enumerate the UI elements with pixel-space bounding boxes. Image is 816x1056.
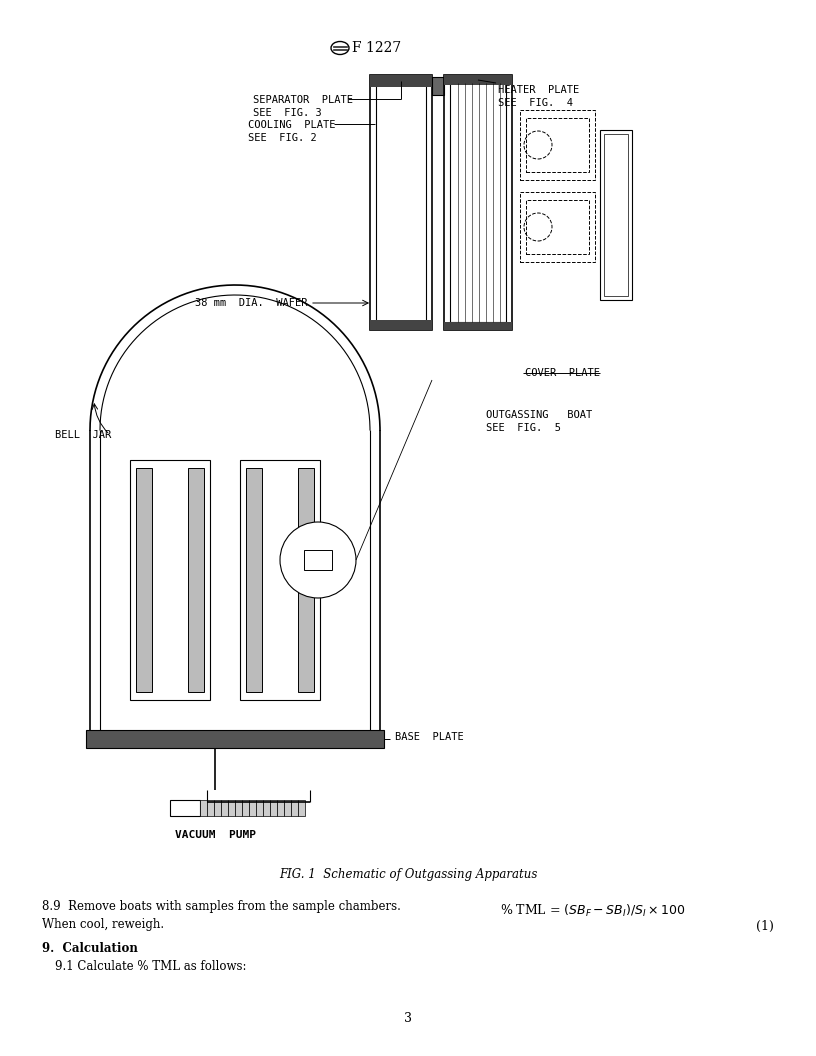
Bar	[242, 800, 249, 816]
Text: FIG. 1  Schematic of Outgassing Apparatus: FIG. 1 Schematic of Outgassing Apparatus	[279, 868, 537, 881]
Text: SEPARATOR  PLATE: SEPARATOR PLATE	[253, 95, 353, 105]
Circle shape	[280, 522, 356, 598]
Bar	[188, 468, 204, 692]
Bar	[526, 200, 589, 254]
Bar	[526, 118, 589, 172]
Text: SEE  FIG.  5: SEE FIG. 5	[486, 423, 561, 433]
Bar	[444, 322, 512, 329]
Text: VACUUM  PUMP: VACUUM PUMP	[175, 830, 256, 840]
Text: 9.  Calculation: 9. Calculation	[42, 942, 138, 955]
Text: HEATER  PLATE: HEATER PLATE	[498, 84, 579, 95]
Bar	[291, 800, 298, 816]
Bar	[450, 83, 506, 322]
Text: BELL  JAR: BELL JAR	[55, 430, 111, 440]
Text: SEE  FIG. 3: SEE FIG. 3	[253, 108, 322, 118]
Text: F 1227: F 1227	[352, 41, 401, 55]
Text: (1): (1)	[756, 920, 774, 934]
Bar	[370, 75, 432, 329]
Text: BASE  PLATE: BASE PLATE	[395, 732, 463, 742]
Bar	[228, 800, 235, 816]
Bar	[136, 468, 152, 692]
Text: COOLING  PLATE: COOLING PLATE	[248, 120, 335, 130]
Bar	[263, 800, 270, 816]
Bar	[249, 800, 256, 816]
Text: COVER  PLATE: COVER PLATE	[525, 367, 600, 378]
Text: 9.1 Calculate % TML as follows:: 9.1 Calculate % TML as follows:	[55, 960, 246, 973]
Bar	[277, 800, 284, 816]
Bar	[246, 468, 262, 692]
Bar	[444, 75, 512, 84]
Bar	[376, 83, 426, 322]
Bar	[520, 192, 595, 262]
Bar	[214, 800, 221, 816]
Bar	[207, 800, 214, 816]
Bar	[221, 800, 228, 816]
Bar	[444, 75, 512, 329]
Bar	[86, 730, 384, 748]
Text: 8.9  Remove boats with samples from the sample chambers.: 8.9 Remove boats with samples from the s…	[42, 900, 401, 913]
Bar	[298, 800, 305, 816]
Text: OUTGASSING   BOAT: OUTGASSING BOAT	[486, 410, 592, 420]
Bar	[520, 110, 595, 180]
Bar	[256, 800, 263, 816]
Bar	[370, 320, 432, 329]
Bar	[284, 800, 291, 816]
Bar	[235, 800, 242, 816]
Bar	[270, 800, 277, 816]
Text: SEE  FIG.  4: SEE FIG. 4	[498, 98, 573, 108]
Text: 38 mm  DIA.  WAFER: 38 mm DIA. WAFER	[195, 298, 308, 308]
Bar	[304, 550, 332, 570]
Bar	[298, 468, 314, 692]
Text: SEE  FIG. 2: SEE FIG. 2	[248, 133, 317, 143]
Bar	[130, 460, 210, 700]
Text: When cool, reweigh.: When cool, reweigh.	[42, 918, 164, 931]
Bar	[604, 134, 628, 296]
Bar	[600, 130, 632, 300]
Bar	[200, 800, 207, 816]
Ellipse shape	[331, 41, 349, 55]
Text: 3: 3	[404, 1012, 412, 1025]
Bar	[370, 75, 432, 87]
Bar	[240, 460, 320, 700]
Text: % TML = $(SB_F - SB_I)/S_I \times 100$: % TML = $(SB_F - SB_I)/S_I \times 100$	[500, 903, 685, 919]
Bar	[170, 800, 200, 816]
Bar	[432, 77, 444, 95]
